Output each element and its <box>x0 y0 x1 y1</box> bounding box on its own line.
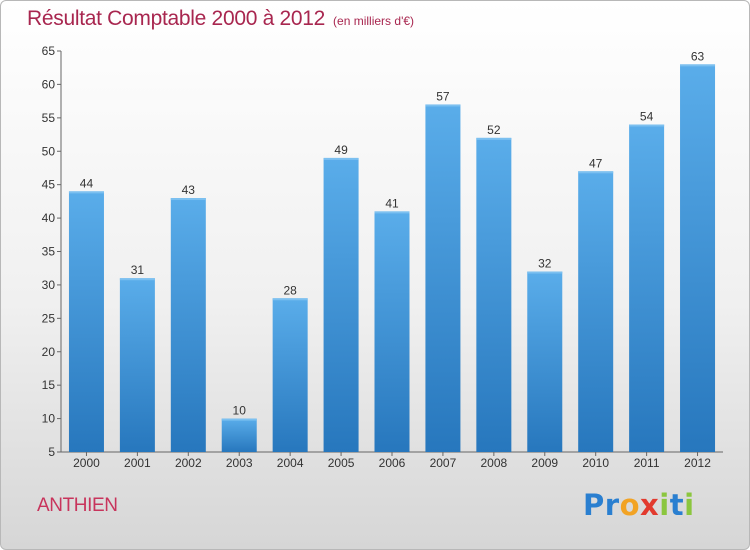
bars <box>68 64 716 453</box>
logo-letter: i <box>684 488 695 522</box>
value-label-2005: 49 <box>334 143 348 157</box>
bar-top-highlight <box>629 124 665 127</box>
bar-top-highlight <box>578 171 614 174</box>
bar-2009 <box>527 271 563 452</box>
data-labels: 44 31 43 10 28 49 41 57 52 32 47 54 63 <box>80 49 705 417</box>
logo-letter: i <box>659 488 670 522</box>
value-label-2003: 10 <box>233 404 247 418</box>
y-tick-label: 15 <box>42 378 56 392</box>
y-tick-label: 40 <box>42 211 56 225</box>
bar-top-highlight <box>680 64 716 67</box>
x-tick-label-2001: 2001 <box>124 456 151 470</box>
bar-2008 <box>476 137 512 452</box>
y-tick-label: 50 <box>42 144 56 158</box>
bar-2003 <box>221 418 257 452</box>
x-tick-label-2006: 2006 <box>379 456 406 470</box>
x-tick-label-2003: 2003 <box>226 456 253 470</box>
x-tick-label-2010: 2010 <box>582 456 609 470</box>
value-label-2001: 31 <box>131 263 145 277</box>
x-tick-label-2000: 2000 <box>73 456 100 470</box>
x-tick-label-2009: 2009 <box>531 456 558 470</box>
value-label-2000: 44 <box>80 176 94 190</box>
value-label-2011: 54 <box>640 110 654 124</box>
y-tick-label: 30 <box>42 278 56 292</box>
bar-top-highlight <box>272 298 308 301</box>
bar-top-highlight <box>374 211 410 214</box>
value-label-2006: 41 <box>385 196 399 210</box>
y-tick-label: 45 <box>42 178 56 192</box>
logo-letter: o <box>619 488 641 522</box>
x-tick-label-2008: 2008 <box>480 456 507 470</box>
bar-2011 <box>629 124 665 453</box>
y-tick-label: 25 <box>42 311 56 325</box>
value-label-2010: 47 <box>589 156 603 170</box>
logo-letter: P <box>583 488 605 522</box>
y-tick-label: 5 <box>48 445 55 459</box>
value-label-2002: 43 <box>182 183 196 197</box>
y-tick-label: 65 <box>42 44 56 58</box>
x-tick-label-2007: 2007 <box>430 456 457 470</box>
bar-top-highlight <box>221 418 257 421</box>
bar-2007 <box>425 104 461 452</box>
bar-2000 <box>68 191 104 452</box>
logo-letter: r <box>604 488 620 522</box>
x-tick-label-2005: 2005 <box>328 456 355 470</box>
x-tick-label-2002: 2002 <box>175 456 202 470</box>
value-label-2012: 63 <box>691 49 705 63</box>
value-label-2009: 32 <box>538 257 552 271</box>
value-label-2008: 52 <box>487 123 501 137</box>
bar-2002 <box>170 198 206 452</box>
bar-top-highlight <box>323 157 359 160</box>
y-tick-label: 60 <box>42 77 56 91</box>
bar-2005 <box>323 157 359 452</box>
bar-2004 <box>272 298 308 452</box>
y-tick-label: 35 <box>42 245 56 259</box>
bar-top-highlight <box>527 271 563 274</box>
chart-title: Résultat Comptable 2000 à 2012 (en millie… <box>27 7 414 31</box>
bar-2001 <box>119 278 155 452</box>
x-tick-label-2011: 2011 <box>634 456 660 470</box>
chart-title-text: Résultat Comptable 2000 à 2012 <box>27 7 326 30</box>
y-tick-label: 10 <box>42 412 56 426</box>
bar-top-highlight <box>476 137 512 140</box>
bar-top-highlight <box>119 278 155 281</box>
bar-top-highlight <box>68 191 104 194</box>
x-tick-label-2004: 2004 <box>277 456 304 470</box>
logo-letter: t <box>669 488 685 522</box>
y-tick-label: 20 <box>42 345 56 359</box>
logo-letter: x <box>640 488 660 522</box>
x-tick-label-2012: 2012 <box>684 456 711 470</box>
value-label-2007: 57 <box>436 89 450 103</box>
proxiti-logo: Proxiti <box>583 488 695 522</box>
y-tick-label: 55 <box>42 111 56 125</box>
bar-2010 <box>578 171 614 453</box>
bar-2006 <box>374 211 410 452</box>
bar-2012 <box>680 64 716 452</box>
commune-name: ANTHIEN <box>37 495 118 516</box>
bar-top-highlight <box>170 198 206 201</box>
chart-subtitle: (en milliers d'€) <box>333 14 415 28</box>
bar-top-highlight <box>425 104 461 107</box>
value-label-2004: 28 <box>283 283 297 297</box>
